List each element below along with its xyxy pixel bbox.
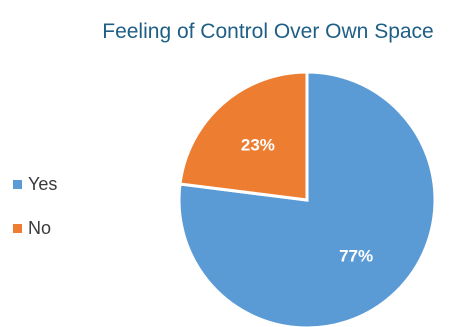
- legend-label-yes: Yes: [28, 173, 58, 194]
- data-label-no: 23%: [241, 135, 275, 154]
- chart-title: Feeling of Control Over Own Space: [102, 20, 434, 43]
- pie-slice-no: [178, 70, 309, 202]
- legend-swatch-yes: [13, 179, 22, 189]
- legend-item-no: No: [13, 216, 57, 240]
- legend-label-no: No: [28, 217, 52, 238]
- legend-swatch-no: [13, 223, 22, 233]
- pie-slice-yes: [177, 70, 437, 327]
- legend-item-yes: Yes: [13, 172, 57, 196]
- chart-legend: Yes No: [13, 172, 57, 260]
- data-label-yes: 77%: [339, 247, 373, 266]
